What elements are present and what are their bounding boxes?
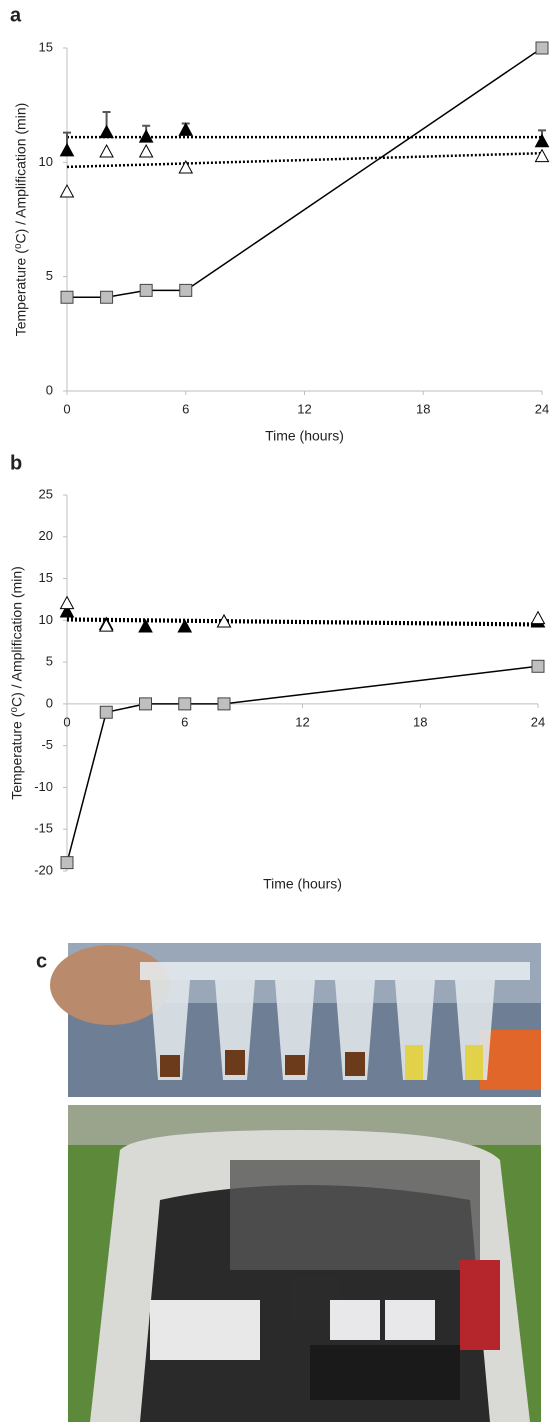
marker [177, 618, 193, 633]
x-tick-label: 0 [63, 714, 70, 729]
y-tick-label: -20 [34, 862, 53, 877]
photo-tubes [50, 943, 541, 1097]
marker [178, 122, 194, 136]
marker [59, 603, 75, 618]
panel-label: b [10, 452, 22, 474]
y-tick-label: 0 [46, 382, 53, 397]
marker [138, 143, 154, 158]
marker [59, 184, 75, 198]
marker [216, 613, 232, 628]
x-tick-label: 18 [416, 401, 430, 416]
y-tick-label: 5 [46, 268, 53, 283]
x-tick-label: 24 [531, 714, 545, 729]
marker [99, 143, 114, 158]
marker [98, 618, 114, 632]
trendline [66, 619, 539, 627]
trendline [66, 151, 543, 169]
y-tick-label: 20 [39, 528, 53, 543]
series-line [66, 665, 539, 863]
marker [534, 133, 550, 148]
marker [99, 124, 114, 139]
x-tick-label: 12 [297, 401, 311, 416]
y-tick-label: -5 [41, 737, 53, 752]
marker [138, 618, 153, 633]
marker [178, 697, 192, 711]
marker [59, 595, 75, 610]
marker [179, 283, 193, 297]
marker [99, 705, 113, 719]
marker [178, 160, 194, 174]
marker [59, 142, 75, 157]
x-axis-label: Time (hours) [265, 428, 344, 444]
y-tick-label: -10 [34, 779, 53, 794]
panel-label: c [36, 950, 47, 972]
y-tick-label: 10 [39, 154, 53, 169]
y-tick-label: 10 [39, 612, 53, 627]
y-tick-label: 25 [39, 486, 53, 501]
y-tick-label: -15 [34, 821, 53, 836]
x-tick-label: 6 [182, 401, 189, 416]
x-tick-label: 0 [63, 401, 70, 416]
x-tick-label: 12 [295, 714, 309, 729]
y-axis-label: Temperature (⁰C) / Amplification (min) [13, 103, 29, 337]
series-line [67, 47, 543, 298]
marker [138, 129, 154, 143]
marker [534, 148, 550, 163]
photo-vehicle [68, 1105, 541, 1422]
x-tick-label: 24 [535, 401, 549, 416]
x-tick-label: 6 [181, 714, 188, 729]
y-axis-label: Temperature (⁰C) / Amplification (min) [9, 566, 25, 800]
trendline [66, 617, 539, 625]
marker [217, 697, 231, 711]
marker [139, 283, 153, 297]
panel-label: a [10, 4, 22, 26]
marker [139, 697, 152, 711]
x-tick-label: 18 [413, 714, 427, 729]
marker [535, 41, 549, 55]
marker [60, 856, 74, 870]
y-tick-label: 0 [46, 695, 53, 710]
y-tick-label: 15 [39, 39, 53, 54]
marker [100, 290, 114, 304]
marker [531, 659, 545, 673]
y-tick-label: 15 [39, 570, 53, 585]
x-axis-label: Time (hours) [263, 876, 342, 892]
y-tick-label: 5 [46, 654, 53, 669]
marker [60, 290, 74, 304]
marker [530, 610, 546, 625]
